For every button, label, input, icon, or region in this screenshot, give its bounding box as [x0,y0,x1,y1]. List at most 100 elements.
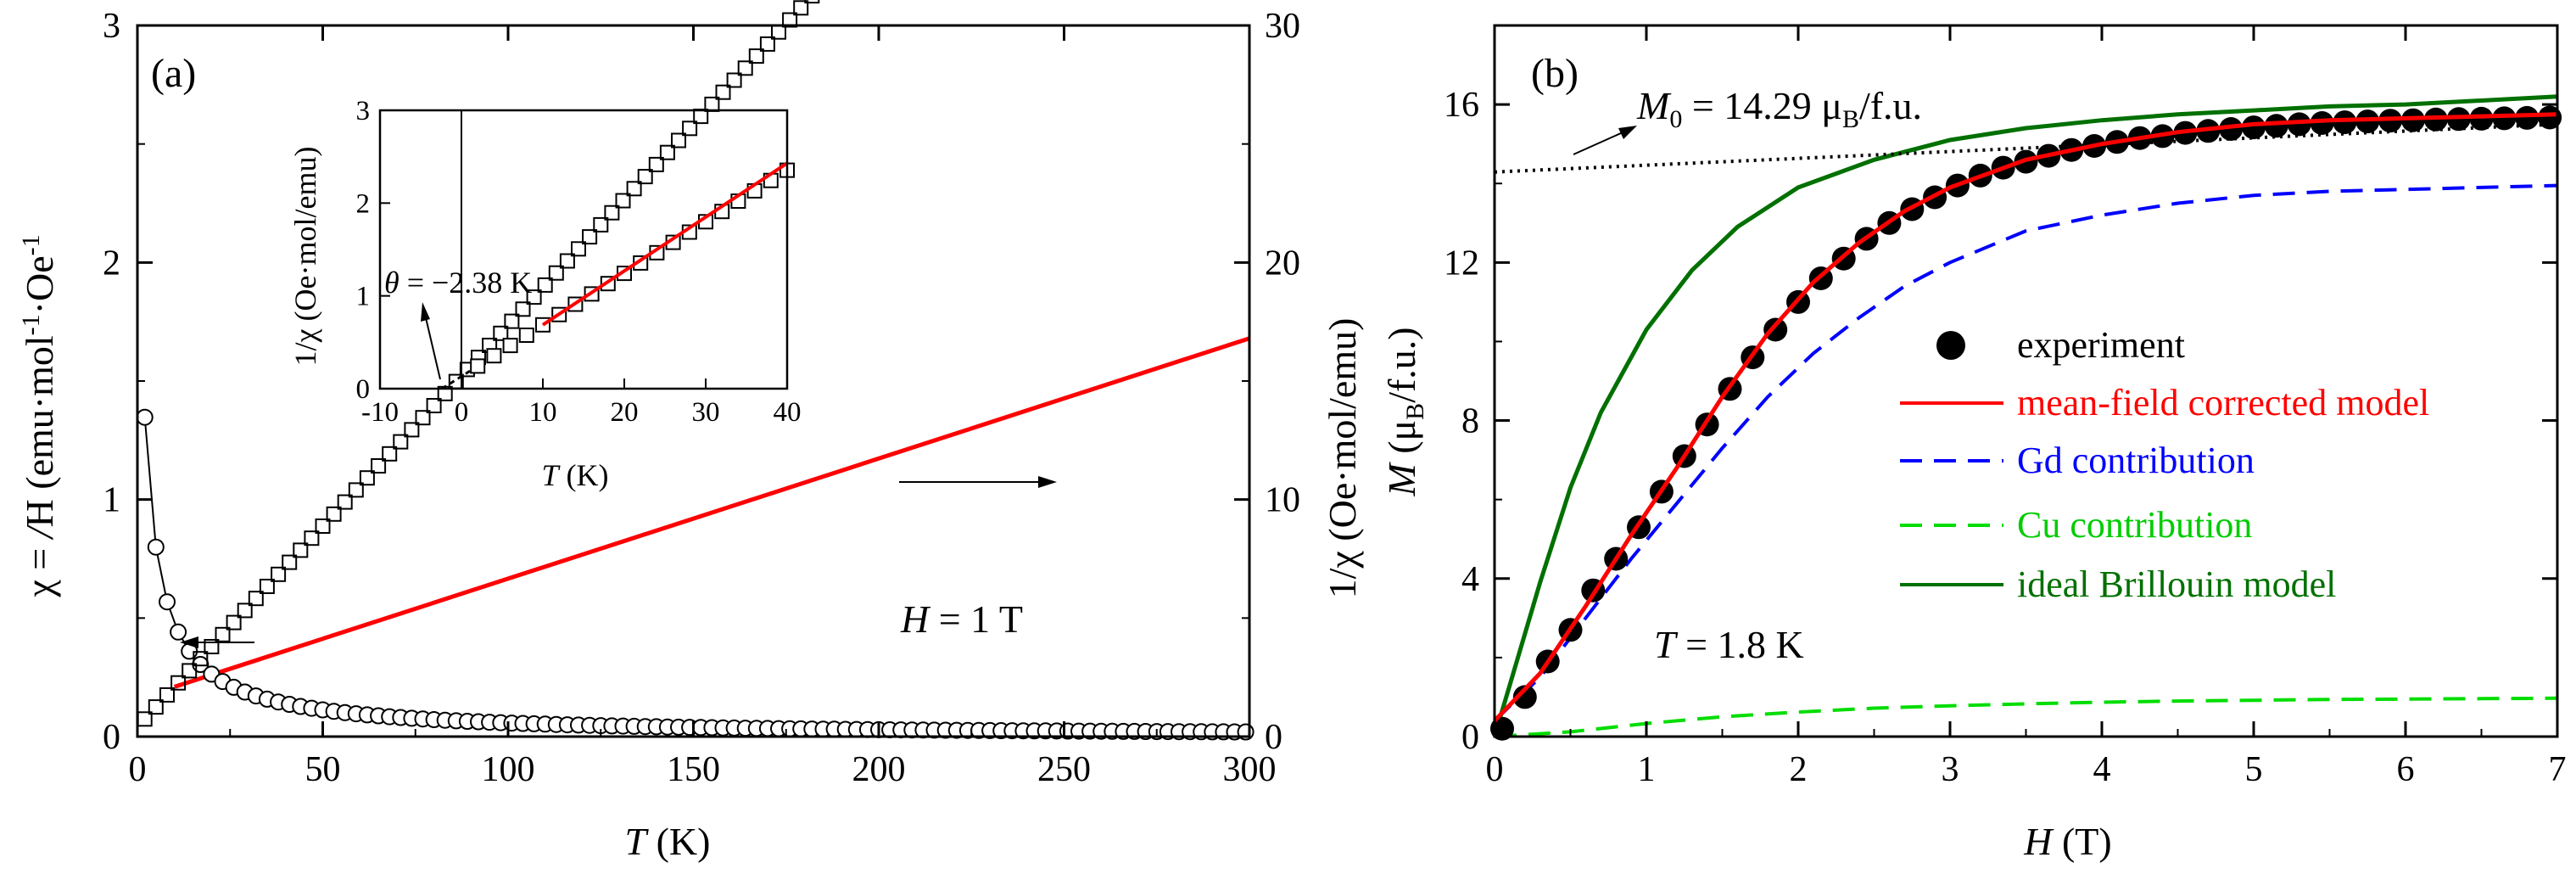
inset-x-tick-label: 40 [774,397,802,428]
x-tick-label-b: 6 [2397,750,2415,789]
inverse-chi-point [182,663,198,679]
inverse-chi-series [137,0,820,727]
inverse-chi-point [571,241,586,257]
inset-y-tick-label: 3 [356,96,371,126]
y-axis-label-a: χ = /HH (emu·mol-1·Oe-1 [17,234,61,597]
legend-item-mean-field: mean-field corrected model [1900,382,2429,423]
inset-point [470,358,486,374]
inverse-chi-point [793,0,809,16]
right-arrow [899,476,1057,488]
inverse-chi-point [426,398,442,413]
chi-series [136,408,1254,741]
y2-tick-label-a: 30 [1265,7,1300,46]
inverse-chi-fit-line [173,336,1250,689]
inverse-chi-point [259,579,275,594]
model-curves [1492,94,2558,738]
inverse-chi-point [493,325,509,341]
inverse-chi-point [537,277,553,293]
chi-point [136,408,154,426]
inverse-chi-point [637,169,653,185]
y2-tick-label-a: 0 [1265,718,1282,757]
inverse-chi-point [526,289,542,305]
cu-contribution-curve [1494,696,2558,738]
inverse-chi-point [415,410,431,426]
inset-x-tick-label: 20 [611,397,639,428]
legend-item-experiment: experiment [1936,324,2185,366]
inset-point [502,338,518,354]
inset-y-tick-label: 0 [356,374,371,405]
x-tick-label-b: 1 [1638,750,1656,789]
legend-label-cu: Cu contribution [2017,504,2252,546]
y-tick-label-a: 3 [103,7,120,46]
x-tick-label-b: 0 [1486,750,1504,789]
experiment-point [2219,117,2244,141]
inset-y-tick-label: 2 [356,188,371,219]
experiment-point [2310,111,2334,135]
inset-fit-line [541,161,789,327]
inverse-chi-point [759,36,775,52]
legend: experiment mean-field corrected model Gd… [1900,324,2429,605]
x-axis-label-a: T (K) [625,820,711,863]
legend-label-mean-field: mean-field corrected model [2017,382,2429,423]
legend-label-gd: Gd contribution [2017,440,2255,481]
inverse-chi-point [170,675,187,691]
x-tick-label-a: 200 [852,750,906,789]
inverse-chi-point [737,60,753,76]
experiment-point [2469,106,2494,131]
y-tick-label-b: 16 [1444,86,1479,125]
inverse-chi-point [748,48,764,64]
experiment-point [1490,716,1514,741]
x-tick-label-b: 4 [2093,750,2111,789]
inverse-chi-point [326,506,342,522]
inverse-chi-point [248,591,264,607]
inverse-chi-point [548,265,564,281]
legend-label-brillouin: ideal Brillouin model [2017,563,2336,605]
panel-label-a: (a) [151,51,196,96]
y2-tick-label-a: 10 [1265,481,1300,520]
inverse-chi-point [604,205,620,221]
experiment-point [2538,105,2562,130]
inverse-chi-point [404,422,420,438]
inset-x-tick-label: 10 [529,397,557,428]
inverse-chi-point [237,603,253,619]
x-tick-label-a: 50 [305,750,341,789]
left-arrow [180,636,254,648]
m0-annotation: M0 = 14.29 μB/f.u. [1636,84,1922,133]
theta-annotation: θ = −2.38 K [384,266,532,300]
x-tick-label-b: 3 [1942,750,1959,789]
inverse-chi-point [659,144,675,160]
inverse-chi-point [648,156,664,172]
inverse-chi-point [148,699,164,715]
y-tick-label-a: 2 [103,244,120,283]
inverse-chi-point [348,482,364,498]
y-tick-label-b: 0 [1461,718,1479,757]
inset-point [486,348,502,364]
y-tick-label-a: 0 [103,718,120,757]
inverse-chi-point [559,253,575,269]
inverse-chi-point [204,639,220,654]
inset-x-label: T (K) [541,458,608,492]
chi-connector-line [143,417,1246,733]
temperature-annotation: T = 1.8 K [1654,623,1804,666]
experiment-series [1490,105,2562,741]
y-tick-label-b: 8 [1461,402,1479,441]
experiment-point [2333,110,2357,135]
experiment-point [2400,108,2425,132]
experiment-point [2287,112,2311,137]
panel-label-b: (b) [1531,51,1579,96]
x-tick-label-a: 250 [1037,750,1091,789]
x-tick-label-b: 7 [2549,750,2567,789]
inverse-chi-point [271,566,287,582]
inverse-chi-point [593,216,609,233]
inset-point [518,328,534,343]
inset-frame [378,109,789,390]
inset-y-tick-label: 1 [356,282,371,312]
experiment-point [1512,685,1537,709]
inverse-chi-point [671,132,686,149]
inverse-chi-point [615,193,631,209]
